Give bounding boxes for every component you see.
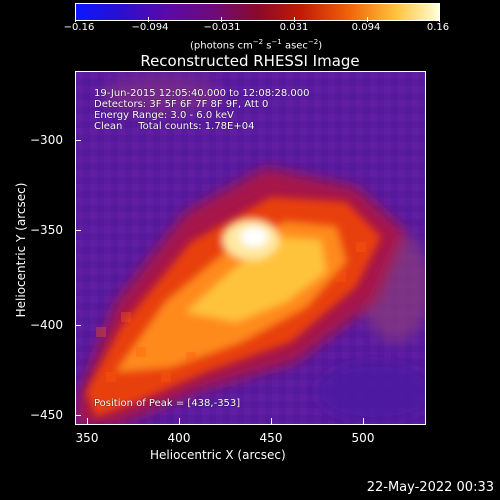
- time-range-text: 19-Jun-2015 12:05:40.000 to 12:08:28.000: [94, 88, 310, 99]
- colorbar-tick-label: 0.031: [279, 22, 309, 33]
- y-tick-label: −300: [30, 133, 63, 147]
- colorbar-unit-label: (photons cm−2 s−1 asec−2): [190, 38, 323, 52]
- colorbar-tick-label: −0.031: [203, 22, 241, 33]
- x-tick-label: 450: [259, 431, 283, 445]
- colorbar-tick-mark: [148, 17, 149, 22]
- detectors-text: Detectors: 3F 5F 6F 7F 8F 9F, Att 0: [94, 99, 269, 110]
- x-tick-mark: [179, 418, 180, 424]
- peak-position-text: Position of Peak = [438,-353]: [94, 398, 241, 409]
- y-tick-label: −350: [30, 223, 63, 237]
- x-tick-mark: [363, 418, 364, 424]
- observation-info: 19-Jun-2015 12:05:40.000 to 12:08:28.000…: [94, 88, 310, 132]
- y-axis-label: Heliocentric Y (arcsec): [14, 182, 28, 318]
- solar-image: [76, 72, 425, 424]
- colorbar-tick-mark: [367, 17, 368, 22]
- y-tick-label: −450: [30, 408, 63, 422]
- x-tick-label: 400: [167, 431, 191, 445]
- colorbar-tick-mark: [439, 17, 440, 22]
- y-tick-mark: [75, 415, 81, 416]
- colorbar-tick-mark: [294, 17, 295, 22]
- colorbar-tick-mark: [221, 17, 222, 22]
- y-tick-mark: [75, 140, 81, 141]
- plot-title: Reconstructed RHESSI Image: [140, 52, 360, 70]
- x-tick-mark: [87, 418, 88, 424]
- colorbar: [75, 3, 440, 21]
- x-axis-label: Heliocentric X (arcsec): [150, 448, 286, 462]
- x-tick-mark: [271, 418, 272, 424]
- x-tick-label: 350: [75, 431, 99, 445]
- colorbar-tick-label: −0.094: [131, 22, 169, 33]
- x-tick-label: 500: [351, 431, 375, 445]
- colorbar-tick-mark: [75, 17, 76, 22]
- render-timestamp: 22-May-2022 00:33: [366, 480, 494, 495]
- y-tick-label: −400: [30, 318, 63, 332]
- clean-counts-text: Clean Total counts: 1.78E+04: [94, 121, 255, 132]
- y-tick-mark: [75, 325, 81, 326]
- colorbar-tick-label: 0.094: [351, 22, 381, 33]
- colorbar-tick-label: 0.16: [426, 22, 450, 33]
- colorbar-tick-label: −0.16: [63, 22, 95, 33]
- energy-range-text: Energy Range: 3.0 - 6.0 keV: [94, 110, 234, 121]
- y-tick-mark: [75, 230, 81, 231]
- rhessi-image-plot: 19-Jun-2015 12:05:40.000 to 12:08:28.000…: [75, 71, 426, 425]
